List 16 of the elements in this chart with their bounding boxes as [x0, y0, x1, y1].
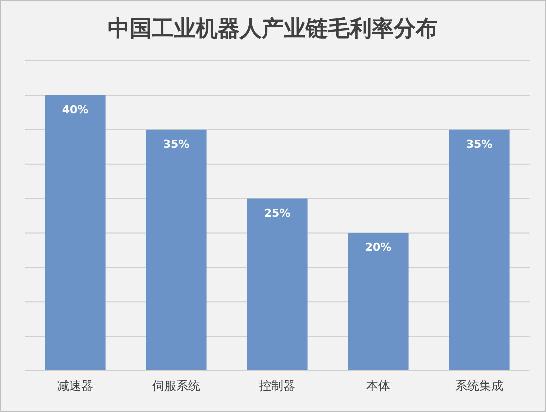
x-tick-label: 系统集成: [456, 379, 504, 393]
data-label: 35%: [163, 138, 190, 151]
data-label: 20%: [365, 241, 392, 254]
data-label: 35%: [466, 138, 493, 151]
bar: [45, 95, 106, 371]
data-label: 40%: [62, 103, 89, 116]
bar: [348, 233, 409, 371]
x-tick-label: 减速器: [58, 379, 94, 393]
x-tick-label: 伺服系统: [152, 379, 200, 393]
x-tick-label: 控制器: [260, 379, 296, 393]
x-tick-label: 本体: [366, 379, 390, 393]
chart-title: 中国工业机器人产业链毛利率分布: [108, 16, 438, 41]
bar: [247, 198, 308, 371]
data-label: 25%: [264, 206, 291, 220]
bar: [146, 130, 207, 371]
bar: [449, 130, 510, 371]
